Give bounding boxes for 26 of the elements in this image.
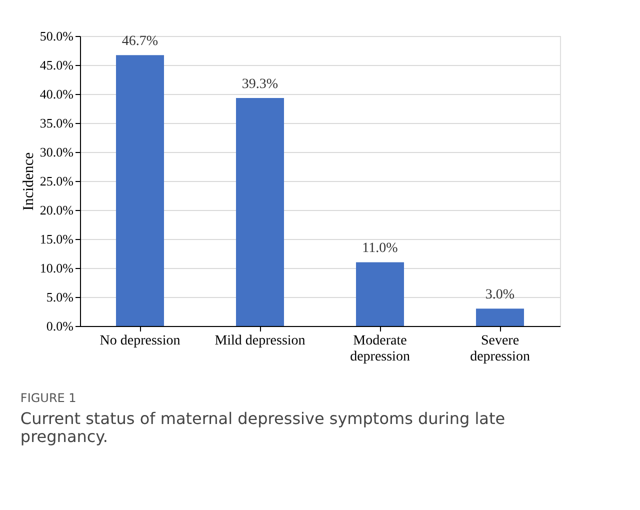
x-tick-label: Severe depression [470,334,530,364]
bar [356,262,404,326]
y-tick-label: 20.0% [40,202,74,218]
y-tick-label: 15.0% [40,232,74,246]
y-tick-label: 45.0% [40,58,74,72]
y-tick-label: 5.0% [46,290,74,304]
x-tick-label: No depression [100,334,180,348]
y-axis-title: Incidence [20,152,37,211]
bar [236,98,284,326]
y-tick-label: 35.0% [40,116,74,130]
data-label: 3.0% [485,288,515,303]
x-tick-label: Mild depression [214,334,306,348]
caption: FIGURE 1 [20,391,76,405]
text: Current status of maternal depressive symptoms during late pregnancy. [20,409,506,446]
y-tick-label: 50.0% [40,28,74,44]
x-tick-label: Moderate depression [350,334,410,364]
data-label: 39.3% [242,77,278,92]
bar [116,55,164,326]
data-label: 11.0% [362,241,398,256]
data-label: 46.7% [122,34,158,50]
y-tick-label: 10.0% [40,260,74,276]
y-tick-label: 25.0% [40,174,74,188]
y-tick-label: 30.0% [40,144,74,160]
y-tick-label: 40.0% [40,86,74,102]
bar [476,308,524,326]
y-tick-label: 0.0% [46,318,74,334]
